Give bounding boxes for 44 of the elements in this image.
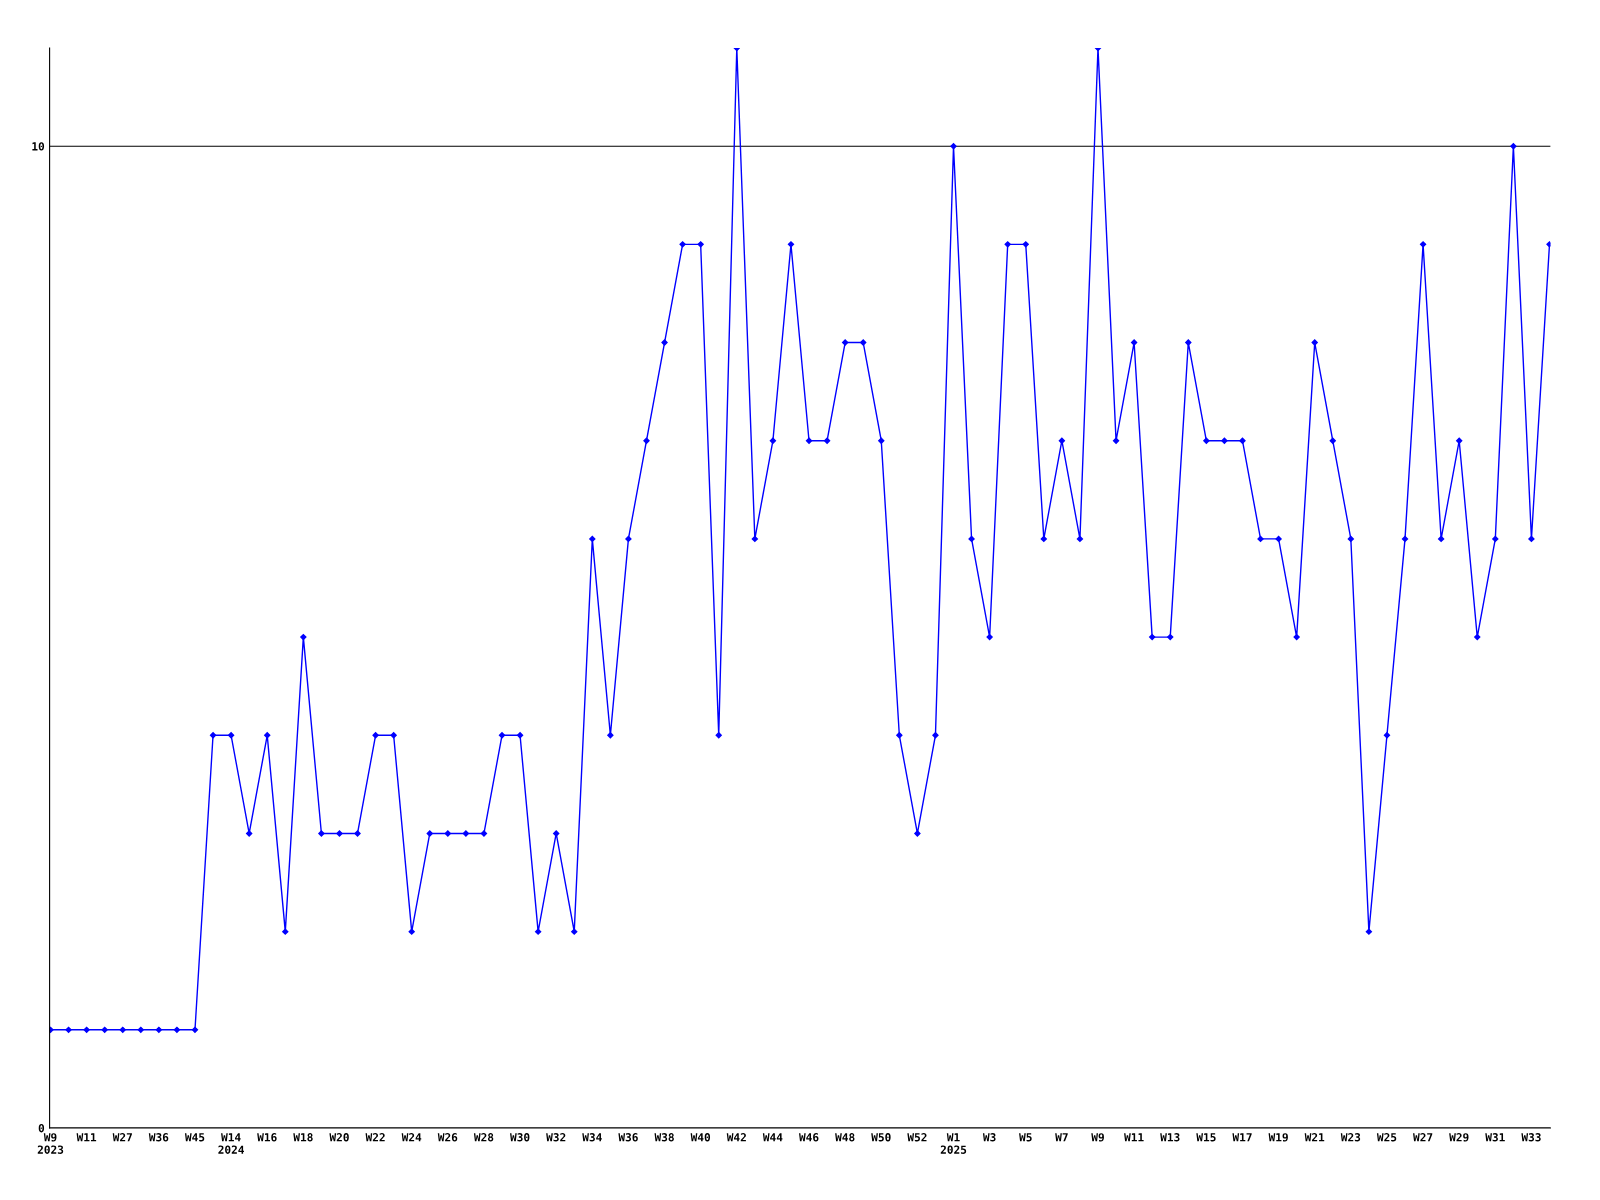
- x-tick-label: W25: [1376, 1133, 1397, 1142]
- x-tick-label: W44: [762, 1133, 783, 1142]
- x-tick-label: W20: [329, 1133, 349, 1142]
- x-tick-label: W26: [437, 1133, 458, 1142]
- x-tick-label: W9 2023: [37, 1133, 64, 1154]
- x-tick-label: W16: [257, 1133, 277, 1142]
- x-tick-label: W40: [690, 1133, 711, 1142]
- x-tick-label: W18: [293, 1133, 313, 1142]
- x-tick-label: W28: [473, 1133, 494, 1142]
- x-tick-label: W38: [654, 1133, 674, 1142]
- x-tick-label: W11: [76, 1133, 97, 1142]
- x-tick-label: W48: [835, 1133, 855, 1142]
- x-tick-label: W36: [618, 1133, 638, 1142]
- x-tick-label: W34: [582, 1133, 602, 1142]
- x-tick-label: W29: [1449, 1133, 1469, 1142]
- x-tick-label: W11: [1124, 1133, 1144, 1142]
- x-tick-label: W19: [1268, 1133, 1288, 1142]
- x-tick-label: W32: [546, 1133, 566, 1142]
- x-tick-label: W45: [184, 1133, 205, 1142]
- x-tick-label: W46: [799, 1133, 819, 1142]
- x-tick-label: W7: [1055, 1133, 1068, 1142]
- y-tick-label: 10: [32, 142, 45, 151]
- x-tick-label: W9: [1091, 1133, 1104, 1142]
- x-tick-label: W22: [365, 1133, 385, 1142]
- x-tick-label: W42: [726, 1133, 746, 1142]
- y-tick-label: 0: [38, 1123, 45, 1133]
- x-tick-label: W23: [1340, 1133, 1361, 1142]
- x-tick-label: W52: [907, 1133, 927, 1142]
- x-tick-label: W50: [871, 1133, 891, 1142]
- x-tick-label: W36: [148, 1133, 169, 1142]
- x-tick-label: W14 2024: [218, 1133, 244, 1154]
- x-tick-label: W33: [1521, 1133, 1541, 1142]
- x-tick-label: W21: [1304, 1133, 1325, 1142]
- x-tick-label: W27: [1413, 1133, 1433, 1142]
- x-tick-label: W1 2025: [940, 1133, 967, 1154]
- x-tick-label: W24: [401, 1133, 422, 1142]
- x-tick-label: W3: [982, 1133, 996, 1142]
- x-tick-label: W27: [112, 1133, 132, 1142]
- x-tick-label: W5: [1019, 1133, 1032, 1142]
- x-tick-label: W15: [1196, 1133, 1216, 1142]
- x-tick-label: W13: [1160, 1133, 1180, 1142]
- x-tick-label: W31: [1485, 1133, 1505, 1142]
- x-tick-label: W30: [510, 1133, 530, 1142]
- x-tick-label: W17: [1232, 1133, 1252, 1142]
